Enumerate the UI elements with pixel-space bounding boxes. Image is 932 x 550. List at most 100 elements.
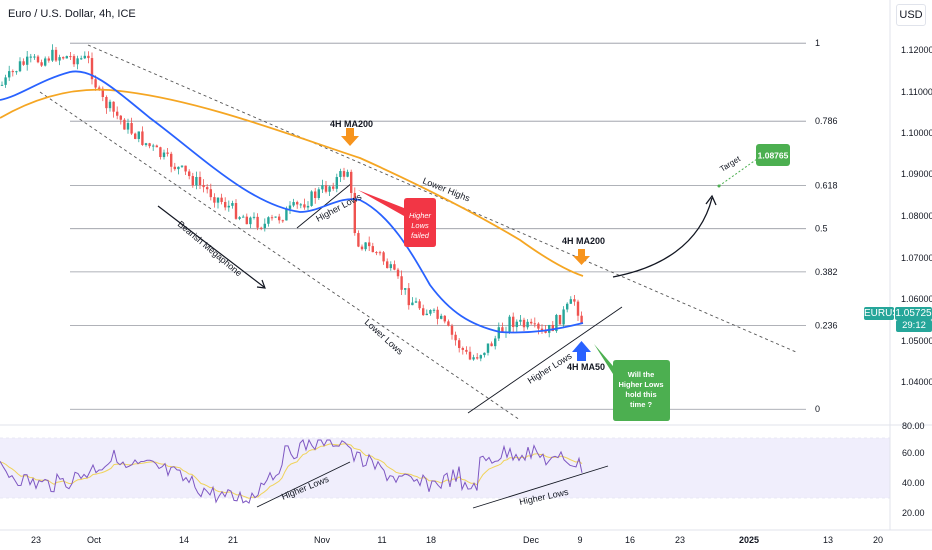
candle-body (389, 264, 392, 269)
current-price-tag: 1.05725 (895, 307, 932, 320)
candle-body (188, 171, 191, 177)
candle-body (126, 123, 130, 130)
candle-body (130, 123, 133, 134)
candle-body (206, 187, 209, 190)
candle-body (450, 325, 454, 335)
failed-line-2: Lows (411, 221, 429, 230)
candle-body (173, 166, 176, 170)
rsi-line (0, 438, 583, 504)
price-tick: 1.06000 (901, 294, 932, 304)
candle-body (180, 165, 184, 167)
candle-body (472, 357, 475, 360)
candle-body (296, 202, 299, 205)
failed-callout-box[interactable] (358, 190, 436, 247)
ma200-right-label: 4H MA200 (562, 236, 605, 246)
candle-body (202, 184, 205, 188)
candle-body (62, 57, 65, 59)
candle-body (558, 314, 562, 325)
price-tick: 1.11000 (901, 87, 932, 97)
moving-averages (0, 70, 584, 334)
candle-body (443, 315, 446, 322)
ma200-right-arrow-down-icon (573, 249, 590, 265)
candle-body (148, 143, 151, 147)
question-line-3: hold this (625, 390, 656, 399)
candle-body (429, 310, 432, 314)
fib-retracement[interactable]: 1 0.786 0.618 0.5 0.382 0.236 0 (70, 38, 838, 414)
candle-body (101, 88, 104, 97)
price-axis[interactable]: 1.12000 1.11000 1.10000 1.09000 1.08000 … (901, 45, 932, 387)
candle-body (65, 56, 68, 59)
target-value-text: 1.08765 (758, 151, 789, 161)
fib-level-label: 0 (815, 404, 820, 414)
candle-body (551, 324, 554, 332)
candle-body (252, 216, 256, 218)
candle-body (321, 185, 324, 190)
candle-body (54, 49, 58, 61)
candle-body (378, 252, 382, 254)
failed-line-3: failed (411, 231, 430, 240)
candle-body (440, 315, 443, 319)
candlesticks (0, 44, 583, 362)
time-axis[interactable]: 23 Oct 14 21 Nov 11 18 Dec 9 16 23 2025 … (31, 535, 883, 545)
time-tick: 14 (179, 535, 189, 545)
candle-body (526, 321, 529, 328)
candle-body (479, 355, 482, 359)
candle-body (566, 303, 569, 310)
candle-body (170, 153, 173, 167)
candle-body (83, 55, 86, 59)
candle-body (537, 323, 540, 329)
symbol-title[interactable]: Euro / U.S. Dollar, 4h, ICE (8, 8, 136, 20)
candle-body (112, 101, 115, 112)
candle-body (90, 58, 94, 80)
candle-body (15, 71, 18, 73)
candle-body (411, 302, 414, 306)
candle-body (544, 330, 547, 333)
candle-body (490, 343, 493, 347)
candle-body (580, 315, 583, 324)
bar-countdown-tag: 29:12 (896, 320, 932, 332)
candle-body (573, 299, 576, 302)
target-label: Target (718, 154, 742, 174)
candle-body (314, 191, 317, 199)
candle-body (260, 227, 263, 229)
fib-level-label: 1 (815, 38, 820, 48)
candle-body (497, 327, 500, 339)
question-line-1: Will the (628, 370, 655, 379)
candle-body (263, 223, 266, 229)
megaphone-arrow-line (157, 205, 265, 288)
target-value-box[interactable] (756, 144, 790, 166)
candle-body (40, 62, 43, 66)
megaphone-arrow-head-icon (256, 279, 266, 289)
candle-body (18, 61, 22, 72)
rsi-band (0, 438, 890, 498)
candle-body (501, 327, 504, 333)
candle-body (69, 56, 72, 58)
candle-body (332, 186, 335, 189)
candle-body (22, 61, 25, 65)
candle-body (4, 77, 7, 85)
candle-body (234, 203, 238, 219)
candle-body (267, 217, 270, 224)
currency-button[interactable]: USD (896, 4, 926, 26)
fib-level-label: 0.5 (815, 224, 828, 234)
candle-body (432, 309, 436, 311)
trendlines[interactable] (39, 44, 797, 509)
candle-body (108, 101, 112, 109)
rsi-axis[interactable]: 80.00 60.00 40.00 20.00 (902, 421, 925, 518)
price-tick: 1.12000 (901, 45, 932, 55)
annotations[interactable] (157, 128, 790, 421)
candle-body (8, 71, 11, 78)
candle-body (76, 58, 79, 65)
candle-body (285, 208, 288, 221)
candle-body (357, 233, 360, 247)
price-tick: 1.10000 (901, 128, 932, 138)
candle-body (386, 261, 389, 269)
candle-body (191, 176, 194, 186)
candle-body (353, 192, 356, 234)
question-line-4: time ? (630, 400, 653, 409)
candle-body (166, 152, 169, 154)
candle-body (105, 96, 108, 109)
question-callout-box[interactable] (594, 344, 670, 421)
candle-body (306, 205, 310, 208)
